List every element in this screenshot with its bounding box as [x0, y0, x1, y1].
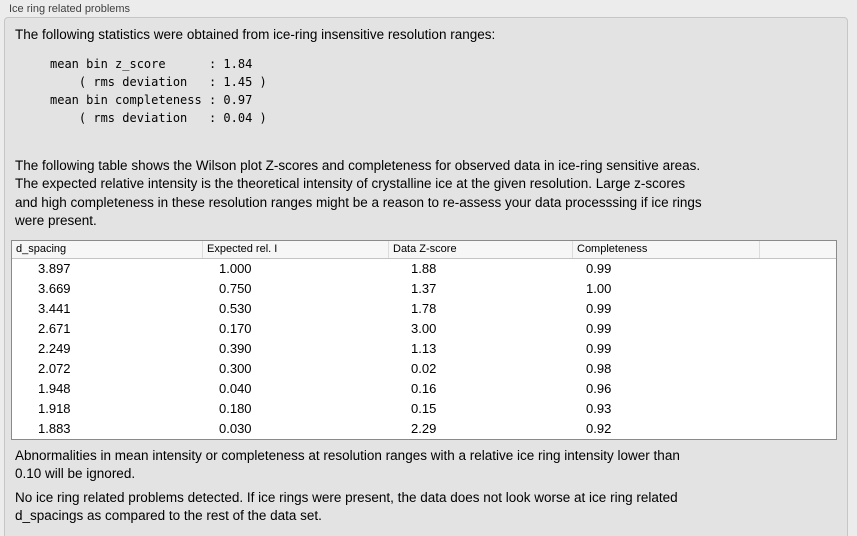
text-line: The following table shows the Wilson plo… — [15, 158, 701, 173]
table-row[interactable]: 3.669 0.750 1.37 1.00 — [12, 279, 836, 299]
group-box: The following statistics were obtained f… — [4, 17, 848, 536]
table-row[interactable]: 1.883 0.030 2.29 0.92 — [12, 419, 836, 439]
cell-data_z_score: 1.78 — [411, 301, 437, 316]
table-row[interactable]: 3.441 0.530 1.78 0.99 — [12, 299, 836, 319]
cell-data_z_score: 0.16 — [411, 381, 437, 396]
cell-data_z_score: 0.02 — [411, 361, 437, 376]
cell-expected_rel_i: 0.300 — [219, 361, 252, 376]
cell-expected_rel_i: 0.030 — [219, 421, 252, 436]
cell-expected_rel_i: 0.530 — [219, 301, 252, 316]
text-line: No ice ring related problems detected. I… — [15, 490, 678, 505]
text-line: The expected relative intensity is the t… — [15, 176, 686, 192]
column-header-d-spacing: d_spacing — [12, 241, 203, 258]
cell-expected_rel_i: 0.180 — [219, 401, 252, 416]
cell-empty — [760, 419, 836, 439]
table-body: 3.897 1.000 1.88 0.99 3.669 0.750 1.37 1.00 3.44… — [12, 259, 836, 439]
cell-empty — [760, 319, 836, 339]
cell-empty — [760, 259, 836, 279]
cell-completeness: 0.93 — [586, 401, 612, 416]
cell-completeness: 1.00 — [586, 281, 612, 296]
cell-d_spacing: 1.883 — [38, 421, 71, 436]
text-line: 0.10 will be ignored. — [15, 466, 136, 482]
group-box-title: Ice ring related problems — [9, 3, 131, 15]
cell-completeness: 0.98 — [586, 361, 612, 376]
cell-data_z_score: 0.15 — [411, 401, 437, 416]
cell-data_z_score: 3.00 — [411, 321, 437, 336]
cell-completeness: 0.99 — [586, 321, 612, 336]
conclusion-paragraph: No ice ring related problems detected. I… — [15, 489, 678, 526]
cell-d_spacing: 2.671 — [38, 321, 71, 336]
cell-expected_rel_i: 1.000 — [219, 261, 252, 276]
cell-completeness: 0.99 — [586, 261, 612, 276]
table-row[interactable]: 1.948 0.040 0.16 0.96 — [12, 379, 836, 399]
cell-empty — [760, 339, 836, 359]
cell-data_z_score: 1.13 — [411, 341, 437, 356]
table-row[interactable]: 2.072 0.300 0.02 0.98 — [12, 359, 836, 379]
cell-expected_rel_i: 0.750 — [219, 281, 252, 296]
text-line: were present. — [15, 213, 97, 229]
column-header-empty — [760, 241, 836, 258]
cell-completeness: 0.99 — [586, 301, 612, 316]
text-line: and high completeness in these resolutio… — [15, 194, 702, 210]
cell-d_spacing: 2.072 — [38, 361, 71, 376]
cell-expected_rel_i: 0.390 — [219, 341, 252, 356]
cell-d_spacing: 3.897 — [38, 261, 71, 276]
cell-completeness: 0.96 — [586, 381, 612, 396]
intro-text: The following statistics were obtained f… — [15, 27, 496, 42]
text-line: Abnormalities in mean intensity or compl… — [15, 448, 680, 463]
cell-data_z_score: 1.88 — [411, 261, 437, 276]
cell-d_spacing: 1.918 — [38, 401, 71, 416]
column-header-expected-rel-i: Expected rel. I — [203, 241, 389, 258]
cell-empty — [760, 379, 836, 399]
table-row[interactable]: 1.918 0.180 0.15 0.93 — [12, 399, 836, 419]
table-intro-paragraph: The following table shows the Wilson plo… — [15, 157, 702, 231]
cell-d_spacing: 2.249 — [38, 341, 71, 356]
column-header-completeness: Completeness — [573, 241, 760, 258]
stats-block: mean bin z_score : 1.84 ( rms deviation … — [50, 57, 267, 125]
cell-d_spacing: 1.948 — [38, 381, 71, 396]
cell-d_spacing: 3.669 — [38, 281, 71, 296]
column-header-data-z-score: Data Z-score — [389, 241, 573, 258]
cell-empty — [760, 399, 836, 419]
table-header-row: d_spacing Expected rel. I Data Z-score C… — [12, 241, 836, 259]
cell-empty — [760, 359, 836, 379]
cell-data_z_score: 1.37 — [411, 281, 437, 296]
note-paragraph: Abnormalities in mean intensity or compl… — [15, 447, 680, 484]
cell-d_spacing: 3.441 — [38, 301, 71, 316]
cell-empty — [760, 299, 836, 319]
cell-expected_rel_i: 0.170 — [219, 321, 252, 336]
cell-data_z_score: 2.29 — [411, 421, 437, 436]
table-row[interactable]: 3.897 1.000 1.88 0.99 — [12, 259, 836, 279]
table-row[interactable]: 2.249 0.390 1.13 0.99 — [12, 339, 836, 359]
cell-completeness: 0.92 — [586, 421, 612, 436]
table-row[interactable]: 2.671 0.170 3.00 0.99 — [12, 319, 836, 339]
cell-completeness: 0.99 — [586, 341, 612, 356]
cell-empty — [760, 279, 836, 299]
ice-ring-table: d_spacing Expected rel. I Data Z-score C… — [11, 240, 837, 440]
cell-expected_rel_i: 0.040 — [219, 381, 252, 396]
text-line: d_spacings as compared to the rest of th… — [15, 508, 322, 524]
